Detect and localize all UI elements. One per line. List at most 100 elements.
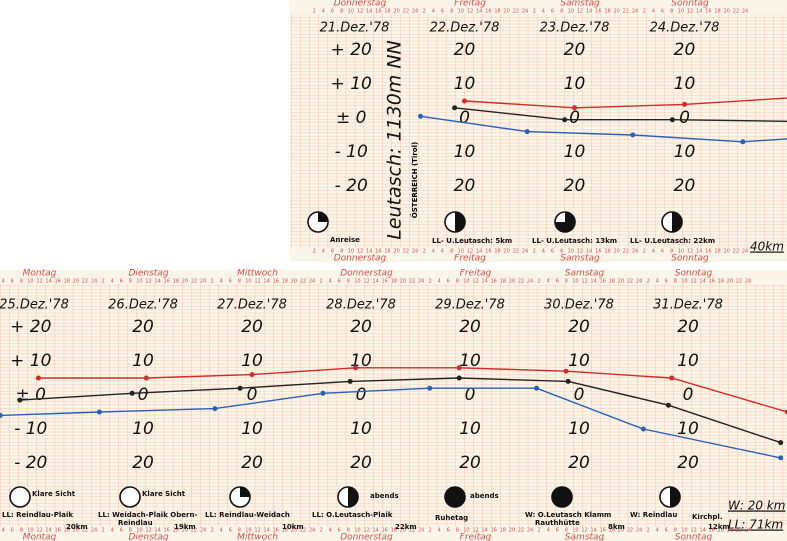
hour-label: 14 — [476, 9, 482, 15]
hour-label: 2 — [313, 9, 316, 15]
hour-label: 16 — [599, 279, 605, 285]
hour-label: 22 — [191, 528, 197, 534]
hour-label: 18 — [384, 9, 390, 15]
hour-label: 2 — [423, 249, 426, 255]
scale-label: 10 — [241, 351, 263, 371]
hour-label: 2 — [646, 279, 649, 285]
note: W: Reindlau — [630, 511, 677, 519]
hour-label: 4 — [329, 528, 332, 534]
temperature-point — [565, 378, 571, 384]
hour-label: 24 — [742, 249, 748, 255]
hour-label: 20 — [727, 279, 733, 285]
date: 30.Dez.'78 — [544, 298, 614, 313]
date: 23.Dez.'78 — [540, 21, 610, 36]
hour-label: 22 — [518, 279, 524, 285]
hour-label: 12 — [577, 9, 583, 15]
hour-label: 24 — [632, 249, 638, 255]
hour-label: 4 — [547, 528, 550, 534]
hour-label: 18 — [64, 279, 70, 285]
scale-label: 10 — [132, 419, 154, 439]
scale-label: 20 — [132, 453, 154, 473]
scale-label: 0 — [569, 108, 580, 128]
weather-icon-fill — [348, 487, 358, 507]
weekday: Mittwoch — [237, 269, 278, 279]
hour-label: 16 — [595, 9, 601, 15]
hour-label: 8 — [340, 9, 343, 15]
hour-label: 22 — [736, 279, 742, 285]
hour-label: 10 — [568, 249, 574, 255]
hour-label: 16 — [705, 249, 711, 255]
hour-label: 6 — [331, 9, 334, 15]
distance: 20km — [66, 523, 88, 531]
temperature-point — [143, 375, 149, 381]
scale-label: + 10 — [331, 74, 372, 94]
hour-label: 20 — [618, 528, 624, 534]
hour-label: 18 — [609, 528, 615, 534]
hour-label: 8 — [674, 279, 677, 285]
hour-label: 10 — [458, 249, 464, 255]
temperature-line — [19, 377, 781, 444]
weekday: Samstag — [565, 269, 605, 279]
weekday: Montag — [23, 533, 57, 541]
note: Klare Sicht — [32, 490, 76, 498]
temperature-point — [640, 426, 646, 432]
hour-label: 2 — [313, 249, 316, 255]
note: LL- U.Leutasch: 5km — [432, 237, 512, 245]
scale-label: 0 — [465, 385, 476, 405]
temperature-point — [347, 378, 353, 384]
temperature-point — [456, 365, 462, 371]
temperature-point — [630, 132, 636, 138]
hour-label: 24 — [91, 279, 97, 285]
hour-label: 12 — [687, 9, 693, 15]
hour-label: 24 — [745, 279, 751, 285]
temperature-point — [456, 375, 462, 381]
scale-label: - 10 — [335, 142, 368, 162]
distance: 12km — [708, 523, 730, 531]
temperature-line — [464, 97, 787, 109]
hour-label: 12 — [145, 279, 151, 285]
scale-label: 10 — [677, 419, 699, 439]
hour-label: 2 — [101, 279, 104, 285]
hour-label: 6 — [441, 9, 444, 15]
hour-label: 24 — [91, 528, 97, 534]
hour-label: 14 — [263, 279, 269, 285]
note: LL- U.Leutasch: 13km — [532, 237, 617, 245]
hour-label: 10 — [348, 249, 354, 255]
weekday: Dienstag — [128, 533, 168, 541]
note: abends — [470, 492, 499, 500]
date: 28.Dez.'78 — [326, 298, 396, 313]
hour-label: 14 — [45, 528, 51, 534]
weekday: Sonntag — [671, 0, 709, 9]
temperature-point — [669, 375, 675, 381]
scale-label: 10 — [459, 351, 481, 371]
scale-label: 20 — [350, 453, 372, 473]
hour-label: 10 — [27, 528, 33, 534]
hour-label: 10 — [245, 279, 251, 285]
scale-label: 20 — [459, 317, 481, 337]
hour-label: 4 — [322, 249, 325, 255]
hour-label: 10 — [572, 528, 578, 534]
hour-label: 12 — [254, 279, 260, 285]
hour-label: 4 — [220, 279, 223, 285]
note: Kirchpl. — [692, 513, 722, 521]
scale-label: + 20 — [10, 317, 51, 337]
hour-label: 22 — [82, 528, 88, 534]
note: Ruhetag — [435, 514, 468, 522]
scale-label: 10 — [564, 74, 586, 94]
hour-label: 8 — [565, 528, 568, 534]
hour-label: 6 — [665, 279, 668, 285]
hour-label: 18 — [718, 528, 724, 534]
scale-label: - 20 — [14, 453, 47, 473]
hour-label: 8 — [129, 528, 132, 534]
hour-label: 20 — [400, 528, 406, 534]
hour-label: 14 — [699, 528, 705, 534]
hour-label: 8 — [238, 528, 241, 534]
note: LL: Reindlau-Weidach — [205, 511, 290, 519]
temperature-point — [237, 385, 243, 391]
hour-label: 16 — [381, 279, 387, 285]
hour-label: 18 — [384, 249, 390, 255]
hour-label: 24 — [527, 528, 533, 534]
hour-label: 8 — [129, 279, 132, 285]
hour-label: 22 — [300, 528, 306, 534]
hour-label: 4 — [438, 528, 441, 534]
